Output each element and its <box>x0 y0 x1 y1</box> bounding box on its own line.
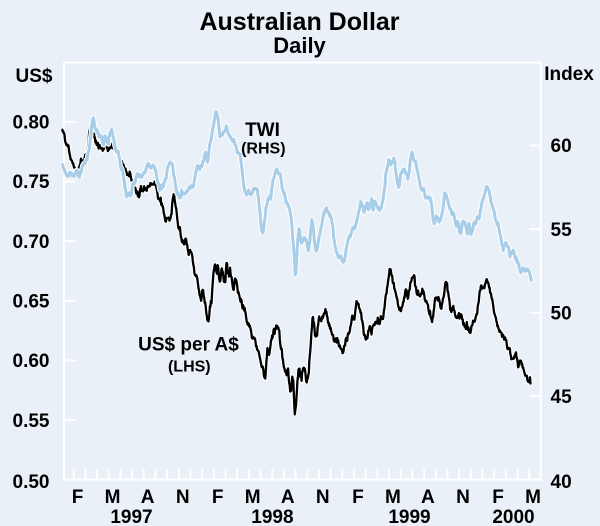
svg-text:1999: 1999 <box>388 507 430 526</box>
svg-text:Index: Index <box>544 64 594 85</box>
svg-text:0.55: 0.55 <box>13 411 50 432</box>
svg-text:Australian Dollar: Australian Dollar <box>199 8 399 36</box>
svg-text:F: F <box>492 487 504 508</box>
svg-text:60: 60 <box>551 136 572 157</box>
svg-text:(LHS): (LHS) <box>168 359 211 376</box>
svg-text:F: F <box>212 487 224 508</box>
svg-text:45: 45 <box>551 387 573 408</box>
svg-text:M: M <box>105 487 121 508</box>
svg-text:0.65: 0.65 <box>13 292 50 313</box>
svg-text:A: A <box>141 487 155 508</box>
svg-text:Daily: Daily <box>273 33 326 58</box>
svg-text:N: N <box>176 487 190 508</box>
svg-text:M: M <box>385 487 401 508</box>
svg-text:1998: 1998 <box>251 507 293 526</box>
svg-text:(RHS): (RHS) <box>241 141 285 158</box>
svg-text:M: M <box>245 487 261 508</box>
svg-text:US$ per A$: US$ per A$ <box>138 335 239 356</box>
svg-text:F: F <box>72 487 84 508</box>
svg-text:F: F <box>352 487 364 508</box>
svg-text:55: 55 <box>551 220 573 241</box>
svg-text:2000: 2000 <box>492 507 534 526</box>
svg-text:40: 40 <box>551 472 572 493</box>
svg-text:0.60: 0.60 <box>13 351 50 372</box>
svg-text:US$: US$ <box>16 66 53 87</box>
svg-text:50: 50 <box>551 303 572 324</box>
svg-text:A: A <box>281 487 295 508</box>
svg-text:N: N <box>456 487 470 508</box>
svg-text:0.50: 0.50 <box>13 472 50 493</box>
svg-text:TWI: TWI <box>245 120 280 141</box>
svg-text:0.75: 0.75 <box>13 172 50 193</box>
svg-text:0.80: 0.80 <box>13 113 50 134</box>
svg-text:1997: 1997 <box>110 507 152 526</box>
svg-text:A: A <box>421 487 435 508</box>
svg-text:M: M <box>525 487 541 508</box>
svg-text:0.70: 0.70 <box>13 232 50 253</box>
svg-text:N: N <box>316 487 330 508</box>
